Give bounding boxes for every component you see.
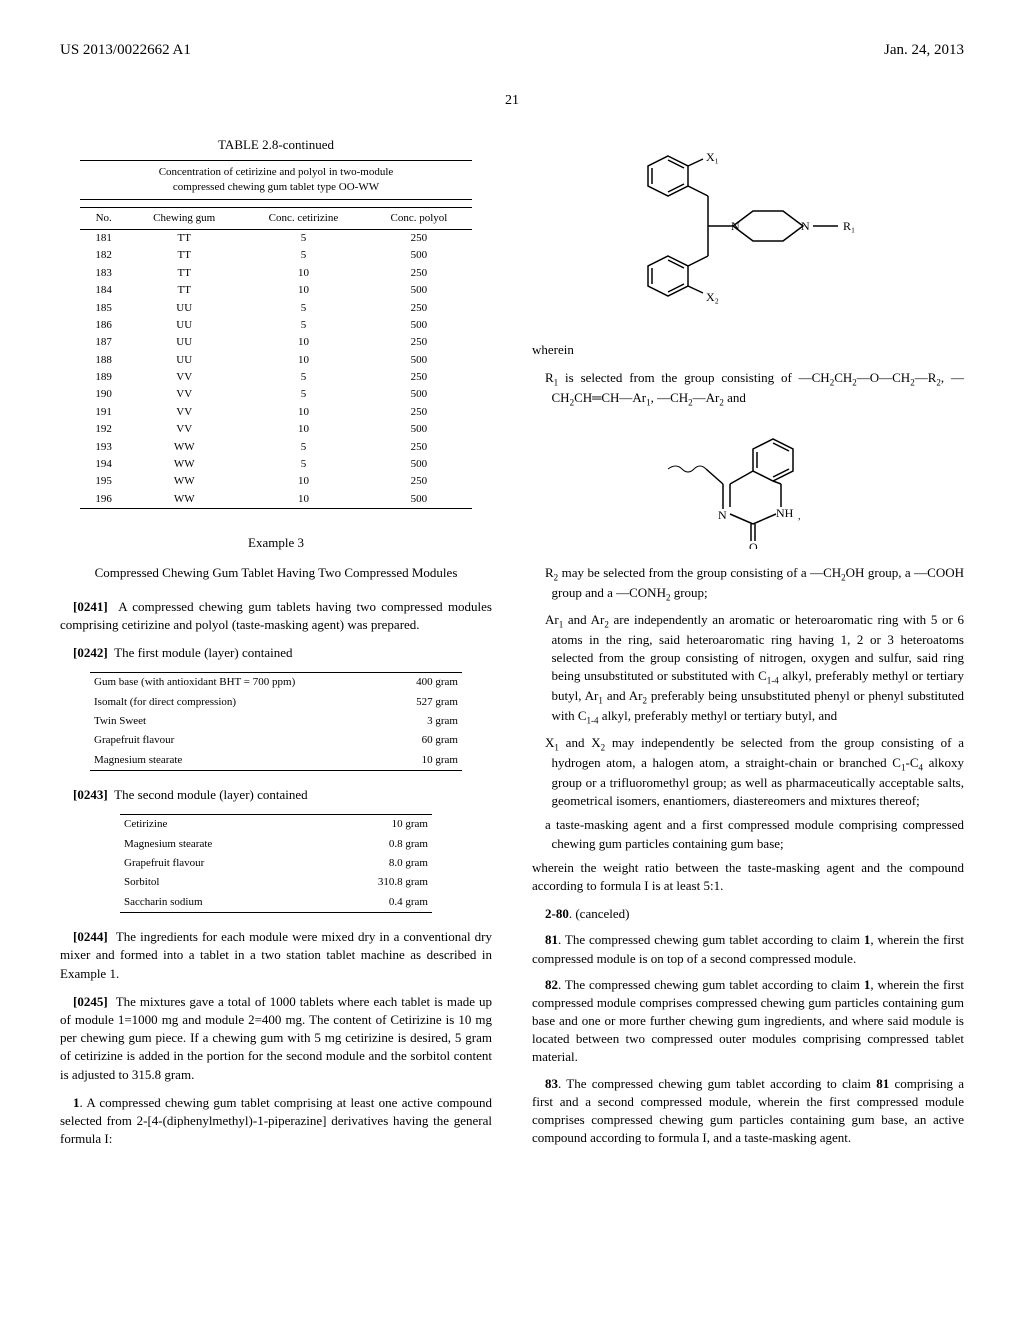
module2-ingredients: Cetirizine10 gramMagnesium stearate0.8 g… bbox=[120, 814, 432, 913]
svg-text:R₁: R₁ bbox=[843, 219, 855, 233]
ingredient-row: Isomalt (for direct compression)527 gram bbox=[90, 693, 462, 712]
table-row: 186UU5500 bbox=[80, 317, 472, 334]
claim-1: 1. A compressed chewing gum tablet compr… bbox=[60, 1094, 492, 1149]
svg-text:X₂: X₂ bbox=[706, 290, 719, 304]
svg-text:O: O bbox=[749, 540, 758, 549]
svg-text:X₁: X₁ bbox=[706, 150, 719, 164]
left-column: TABLE 2.8-continued Concentration of cet… bbox=[60, 136, 492, 1157]
ingredient-row: Twin Sweet3 gram bbox=[90, 712, 462, 731]
x-definition: X1 and X2 may independently be selected … bbox=[552, 734, 965, 811]
module1-ingredients: Gum base (with antioxidant BHT = 700 ppm… bbox=[90, 672, 462, 771]
table-row: 187UU10250 bbox=[80, 334, 472, 351]
ingredient-row: Grapefruit flavour60 gram bbox=[90, 731, 462, 750]
claim-2-80: 2-80. (canceled) bbox=[532, 905, 964, 923]
formula-1-diagram: X₁ X₂ N N R₁ bbox=[618, 146, 878, 326]
table-header: Conc. polyol bbox=[366, 208, 472, 230]
two-column-layout: TABLE 2.8-continued Concentration of cet… bbox=[60, 136, 964, 1157]
svg-text:N: N bbox=[731, 219, 740, 233]
table-row: 194WW5500 bbox=[80, 456, 472, 473]
taste-masking-clause: a taste-masking agent and a first compre… bbox=[552, 816, 965, 852]
formula-2-diagram: N NH O , bbox=[658, 419, 838, 549]
page-number: 21 bbox=[60, 91, 964, 111]
table-row: 189VV5250 bbox=[80, 369, 472, 386]
r1-definition: R1 is selected from the group consisting… bbox=[552, 369, 965, 409]
table-header: No. bbox=[80, 208, 127, 230]
para-0241: [0241] A compressed chewing gum tablets … bbox=[60, 598, 492, 634]
table-row: 182TT5500 bbox=[80, 247, 472, 264]
para-0244: [0244] The ingredients for each module w… bbox=[60, 928, 492, 983]
table-row: 196WW10500 bbox=[80, 491, 472, 509]
table-row: 188UU10500 bbox=[80, 352, 472, 369]
ingredient-row: Saccharin sodium0.4 gram bbox=[120, 893, 432, 913]
claim-82: 82. The compressed chewing gum tablet ac… bbox=[532, 976, 964, 1067]
publication-date: Jan. 24, 2013 bbox=[884, 40, 964, 61]
example-heading: Example 3 bbox=[60, 534, 492, 552]
ratio-clause: wherein the weight ratio between the tas… bbox=[532, 859, 964, 895]
para-0243: [0243] The second module (layer) contain… bbox=[60, 786, 492, 804]
table-row: 192VV10500 bbox=[80, 421, 472, 438]
table-2-8: No.Chewing gumConc. cetirizineConc. poly… bbox=[80, 208, 472, 510]
svg-text:NH: NH bbox=[776, 506, 794, 520]
para-0245: [0245] The mixtures gave a total of 1000… bbox=[60, 993, 492, 1084]
table-header: Chewing gum bbox=[127, 208, 241, 230]
table-row: 181TT5250 bbox=[80, 229, 472, 247]
table-row: 193WW5250 bbox=[80, 439, 472, 456]
table-subtitle: Concentration of cetirizine and polyol i… bbox=[80, 160, 472, 208]
claim-83: 83. The compressed chewing gum tablet ac… bbox=[532, 1075, 964, 1148]
table-header: Conc. cetirizine bbox=[241, 208, 366, 230]
table-row: 183TT10250 bbox=[80, 265, 472, 282]
table-row: 190VV5500 bbox=[80, 386, 472, 403]
table-row: 191VV10250 bbox=[80, 404, 472, 421]
claim-81: 81. The compressed chewing gum tablet ac… bbox=[532, 931, 964, 967]
right-column: X₁ X₂ N N R₁ wherein R1 is selected from… bbox=[532, 136, 964, 1157]
r2-definition: R2 may be selected from the group consis… bbox=[552, 564, 965, 604]
svg-text:N: N bbox=[801, 219, 810, 233]
ingredient-row: Magnesium stearate10 gram bbox=[90, 751, 462, 771]
ingredient-row: Gum base (with antioxidant BHT = 700 ppm… bbox=[90, 673, 462, 693]
ingredient-row: Sorbitol310.8 gram bbox=[120, 873, 432, 892]
svg-text:,: , bbox=[798, 511, 801, 522]
table-row: 195WW10250 bbox=[80, 473, 472, 490]
ingredient-row: Cetirizine10 gram bbox=[120, 815, 432, 835]
ingredient-row: Grapefruit flavour8.0 gram bbox=[120, 854, 432, 873]
publication-number: US 2013/0022662 A1 bbox=[60, 40, 191, 61]
para-0242: [0242] The first module (layer) containe… bbox=[60, 644, 492, 662]
table-title: TABLE 2.8-continued bbox=[60, 136, 492, 154]
svg-text:N: N bbox=[718, 508, 727, 522]
table-row: 184TT10500 bbox=[80, 282, 472, 299]
page-header: US 2013/0022662 A1 Jan. 24, 2013 bbox=[60, 40, 964, 61]
ar-definition: Ar1 and Ar2 are independently an aromati… bbox=[552, 611, 965, 728]
table-row: 185UU5250 bbox=[80, 300, 472, 317]
wherein-label: wherein bbox=[532, 341, 964, 359]
example-subtitle: Compressed Chewing Gum Tablet Having Two… bbox=[60, 564, 492, 582]
ingredient-row: Magnesium stearate0.8 gram bbox=[120, 835, 432, 854]
